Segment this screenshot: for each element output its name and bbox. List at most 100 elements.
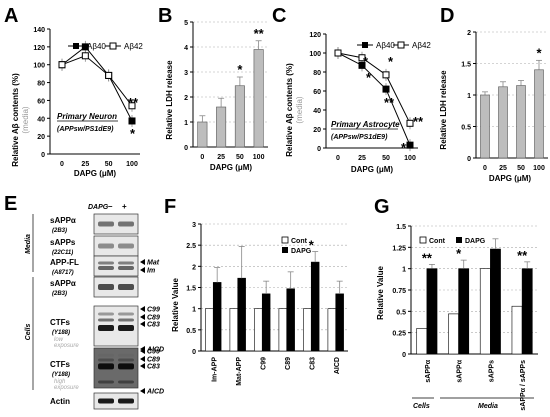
blot-band	[98, 221, 114, 227]
c-star-1: *	[363, 54, 369, 69]
f-bar-dapg	[335, 293, 344, 352]
a-ytick-label: 0	[41, 152, 45, 159]
blot-row-antibody: (Y188)	[52, 330, 70, 336]
c-legend-marker-42	[397, 41, 405, 49]
f-bar-dapg	[212, 282, 222, 352]
c-ytick-label: 80	[313, 70, 321, 77]
blot-band-label: Mat	[147, 260, 160, 267]
g-group-cells: Cells	[413, 403, 430, 410]
c-point	[382, 71, 390, 79]
g-ylabel: Relative Value	[376, 266, 385, 320]
c-star-4: **	[384, 95, 395, 110]
blot-row-antibody: (A8717)	[52, 270, 74, 276]
g-bar-dapg	[490, 248, 501, 355]
a-series-line	[61, 46, 133, 122]
d-bar	[534, 69, 544, 159]
panel-e: E DAPG – + Media Cells sAPPα (2B3) sAPPs (2…	[4, 193, 164, 410]
blot-exposure-note: low	[54, 337, 64, 343]
blot-band-label: C83	[147, 322, 160, 329]
a-point	[128, 102, 136, 110]
blot-row-antibody: (22C11)	[52, 250, 73, 256]
g-ytick-label: 1.25	[392, 245, 406, 252]
blot-arrow-icon	[140, 321, 145, 327]
f-xtick-label: AICD	[334, 357, 341, 374]
d-ytick-label: 2	[467, 30, 471, 37]
b-xtick-label: 25	[217, 154, 225, 161]
blot-row-label: CTFs	[50, 360, 71, 369]
c-ytick-label: 40	[313, 108, 321, 115]
g-ytick-label: 0	[402, 352, 406, 359]
g-xtick-label: sAPPα	[457, 359, 464, 382]
blot-row-antibody: (2B3)	[52, 291, 67, 297]
a-star-2: *	[130, 126, 136, 141]
g-star: **	[422, 250, 433, 265]
blot-row-label: CTFs	[50, 318, 71, 327]
g-xtick-label: sAPPs	[488, 360, 495, 382]
c-point	[406, 119, 414, 127]
b-xlabel: DAPG (μM)	[210, 163, 253, 172]
blot-band	[98, 358, 114, 362]
g-xtick-label: sAPPα	[425, 359, 432, 382]
a-xlabel: DAPG (μM)	[74, 169, 117, 178]
blot-arrow-icon	[140, 259, 145, 265]
a-star-1: **	[128, 95, 139, 110]
section-media: Media	[25, 234, 32, 254]
blot-lane-plus: +	[122, 202, 127, 211]
g-bar-dapg	[458, 268, 470, 355]
c-series-line	[337, 52, 411, 124]
panel-d: D Relative LDH release 0 0.5 1 1.5 2 0 25 50 10…	[439, 5, 548, 183]
g-ytick-label: 1.5	[396, 224, 406, 231]
g-bar-dapg	[426, 268, 438, 355]
g-star: **	[517, 248, 528, 263]
b-star: *	[237, 62, 243, 77]
g-legend-cont: Cont	[429, 238, 446, 245]
blot-arrow-icon	[140, 356, 145, 362]
panel-b: B Relative LDH release 0 1 2 3 4 5 0 25 50 100 D…	[158, 5, 268, 172]
d-xtick-label: 100	[533, 165, 545, 172]
c-xtick-label: 100	[404, 155, 416, 162]
panel-label-g: G	[374, 196, 390, 218]
g-legend-dapg: DAPG	[465, 238, 486, 245]
blot-strip	[93, 276, 139, 298]
c-star-5: **	[413, 114, 424, 129]
g-bar-cont	[416, 328, 428, 355]
panel-label-e: E	[4, 193, 17, 215]
blot-band	[118, 221, 134, 227]
c-xlabel: DAPG (μM)	[351, 165, 394, 174]
f-bar-cont	[254, 308, 263, 352]
b-star: **	[254, 26, 265, 41]
blot-band	[98, 266, 114, 270]
a-point	[105, 71, 113, 79]
g-star: *	[456, 246, 462, 261]
d-xtick-label: 50	[517, 165, 525, 172]
section-cells: Cells	[25, 324, 32, 341]
d-xtick-label: 0	[483, 165, 487, 172]
blot-arrow-icon	[140, 348, 145, 354]
blot-band-label: C83	[147, 364, 160, 371]
blot-band-label: C89	[147, 357, 160, 364]
f-ytick-label: 1.5	[186, 286, 196, 293]
blot-arrow-icon	[140, 314, 145, 320]
a-legend-40: Aβ40	[87, 42, 106, 51]
blot-band	[98, 243, 114, 249]
c-point	[358, 54, 366, 62]
d-bar	[480, 94, 490, 159]
f-ylabel: Relative Value	[171, 278, 180, 332]
blot-strip	[93, 255, 139, 277]
d-bar	[516, 85, 526, 159]
c-star-3: *	[366, 70, 372, 85]
panel-label-c: C	[272, 5, 286, 27]
c-ytick-label: 100	[309, 51, 321, 58]
d-ytick-label: 0.5	[461, 125, 471, 132]
f-legend-dapg: DAPG	[291, 248, 312, 255]
d-ytick-label: 0	[467, 156, 471, 163]
d-xtick-label: 25	[499, 165, 507, 172]
f-ytick-label: 1	[192, 307, 196, 314]
blot-band	[118, 318, 134, 322]
f-ytick-label: 2.5	[186, 243, 196, 250]
a-ytick-label: 20	[37, 134, 45, 141]
d-ylabel: Relative LDH release	[439, 70, 448, 150]
c-point	[358, 61, 366, 69]
blot-lane-minus: –	[108, 202, 113, 211]
panel-label-f: F	[164, 196, 176, 218]
